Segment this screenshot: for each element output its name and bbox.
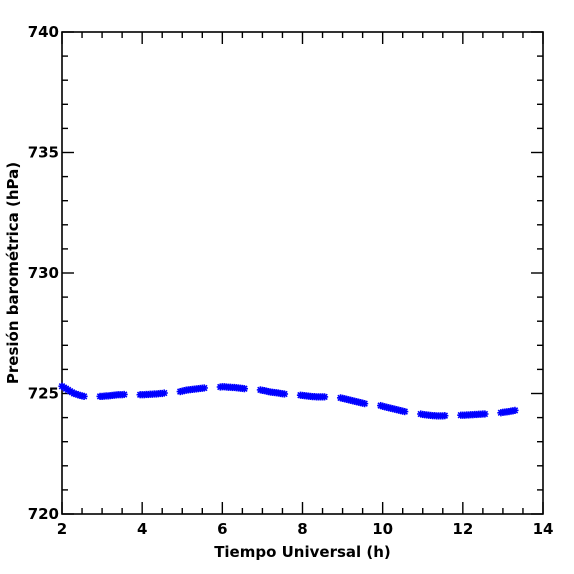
data-point [200,384,208,392]
x-tick-label: 8 [297,520,307,538]
data-point [280,390,289,398]
data-point [120,390,128,399]
axis-tick-labels: 2 4 6 8 10 12 14 720 725 730 735 740 [28,23,554,538]
y-tick-label: 725 [28,385,59,403]
data-points [58,382,519,420]
data-point [240,385,248,393]
y-tick-label: 735 [28,144,59,162]
x-tick-label: 4 [137,520,147,538]
data-point [320,393,329,401]
data-point [401,407,409,416]
data-point [80,392,88,400]
data-point [481,410,489,418]
data-point [441,412,449,420]
x-tick-label: 10 [372,520,393,538]
axis-ticks [61,31,544,515]
data-point [361,400,369,408]
plot-frame [61,31,544,515]
y-tick-label: 720 [28,505,59,523]
x-tick-label: 14 [533,520,554,538]
x-tick-label: 2 [57,520,67,538]
x-tick-label: 12 [452,520,473,538]
x-axis-label: Tiempo Universal (h) [214,543,391,561]
data-point [511,406,519,414]
y-tick-label: 740 [28,23,59,41]
data-point [160,389,168,397]
y-tick-label: 730 [28,264,59,282]
y-axis-label: Presión barométrica (hPa) [4,162,22,384]
x-tick-label: 6 [217,520,227,538]
